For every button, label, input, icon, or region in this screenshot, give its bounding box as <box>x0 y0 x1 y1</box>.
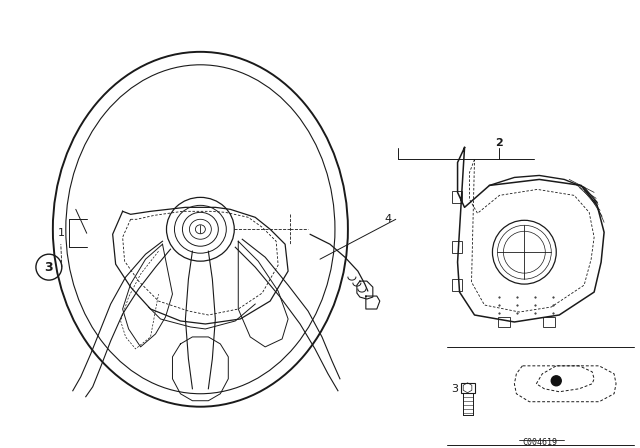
Circle shape <box>551 376 561 386</box>
Bar <box>452 241 461 253</box>
Text: C004619: C004619 <box>523 438 558 447</box>
Text: 1: 1 <box>58 228 65 238</box>
Bar <box>452 279 461 291</box>
Bar <box>452 191 461 203</box>
Bar <box>461 383 474 393</box>
Bar <box>499 317 510 327</box>
Text: 3: 3 <box>451 384 458 394</box>
Text: 2: 2 <box>495 138 503 147</box>
Text: 4: 4 <box>384 214 391 224</box>
Text: 3: 3 <box>45 261 53 274</box>
Bar <box>543 317 556 327</box>
